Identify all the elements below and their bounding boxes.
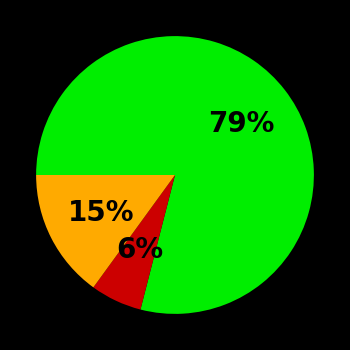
Wedge shape: [36, 36, 314, 314]
Wedge shape: [93, 175, 175, 309]
Wedge shape: [36, 175, 175, 287]
Text: 15%: 15%: [68, 199, 134, 227]
Text: 79%: 79%: [208, 110, 274, 138]
Text: 6%: 6%: [116, 236, 163, 264]
